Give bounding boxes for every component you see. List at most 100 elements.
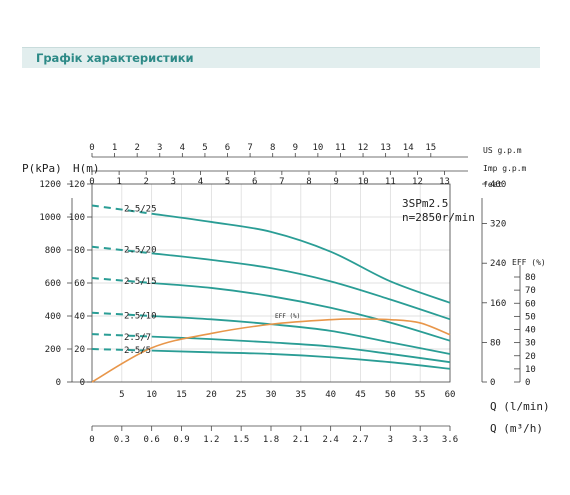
q-m3h-tick-label: 0.9 [173,435,189,445]
h-axis-tick-label: 100 [69,213,85,223]
q-m3h-tick-label: 2.4 [323,435,339,445]
curve-dashed [91,333,152,338]
imp-gpm-tick-label: 1 [116,177,121,187]
q-m3h-tick-label: 3.3 [412,435,428,445]
us-gpm-tick-label: 14 [403,143,414,153]
us-gpm-tick-label: 12 [358,143,369,153]
model-label: 3SPm2.5 [402,197,448,210]
curve-label: 2.5/5 [124,346,151,356]
us-gpm-tick-label: 2 [134,143,139,153]
eff-axis-tick-label: 40 [525,326,536,336]
kpa-axis-label: P(kPa) [22,162,62,175]
feet-axis-tick-label: 240 [490,259,506,269]
curve-dashed [91,277,152,284]
q-lmin-tick-label: 10 [146,390,157,400]
eff-axis-tick-label: 50 [525,312,536,322]
us-gpm-tick-label: 0 [89,143,94,153]
imp-gpm-tick-label: 10 [358,177,369,187]
q-lmin-tick-label: 15 [176,390,187,400]
eff-axis-tick-label: 0 [525,378,530,388]
eff-axis-tick-label: 80 [525,273,536,283]
page-title: Графік характеристики [36,51,194,65]
imp-gpm-tick-label: 11 [385,177,396,187]
imp-gpm-tick-label: 9 [333,177,338,187]
efficiency-curve-label: EFF (%) [275,313,300,320]
labels: 0204060801001200200400600800100012000801… [22,143,550,445]
us-gpm-tick-label: 7 [247,143,252,153]
q-lmin-tick-label: 20 [206,390,217,400]
kpa-axis-tick-label: 200 [45,345,61,355]
eff-axis-tick-label: 70 [525,286,536,296]
us-gpm-tick-label: 4 [180,143,185,153]
eff-axis-tick-label: 30 [525,339,536,349]
curve-2-5-7 [151,335,451,364]
q-lmin-tick-label: 35 [295,390,306,400]
h-axis-tick-label: 60 [74,279,85,289]
q-lmin-tick-label: 25 [236,390,247,400]
kpa-axis-tick-label: 600 [45,279,61,289]
h-axis-tick-label: 0 [80,378,85,388]
us-gpm-tick-label: 1 [112,143,117,153]
curve-dashed [91,204,152,215]
imp-gpm-tick-label: 12 [412,177,423,187]
curve-2-5-5 [151,349,451,370]
eff-axis-tick-label: 10 [525,365,536,375]
h-axis-label: H(m) [73,162,100,175]
feet-axis-tick-label: 80 [490,338,501,348]
q-lmin-tick-label: 30 [266,390,277,400]
feet-axis-label: feet [483,180,502,189]
us-gpm-tick-label: 13 [380,143,391,153]
h-axis-tick-label: 20 [74,345,85,355]
q-m3h-tick-label: 1.8 [263,435,279,445]
title-bar: Графік характеристики [22,47,540,68]
us-gpm-tick-label: 9 [293,143,298,153]
imp-gpm-tick-label: 0 [89,177,94,187]
curve-label: 2.5/25 [124,204,157,214]
us-gpm-tick-label: 15 [425,143,436,153]
imp-gpm-tick-label: 13 [439,177,450,187]
us-gpm-tick-label: 5 [202,143,207,153]
kpa-axis-tick-label: 0 [56,378,61,388]
us-gpm-tick-label: 3 [157,143,162,153]
us-gpm-tick-label: 6 [225,143,230,153]
eff-axis-tick-label: 60 [525,299,536,309]
imp-gpm-tick-label: 6 [252,177,257,187]
curve-label: 2.5/20 [124,246,157,256]
eff-axis-label: EFF (%) [512,258,546,267]
us-gpm-tick-label: 10 [312,143,323,153]
q-lmin-tick-label: 55 [415,390,426,400]
kpa-axis-tick-label: 400 [45,312,61,322]
curve-2-5-20 [151,252,451,321]
us-gpm-tick-label: 8 [270,143,275,153]
q-m3h-axis-label: Q (m³/h) [490,422,543,435]
imp-gpm-tick-label: 2 [144,177,149,187]
q-lmin-axis-label: Q (l/min) [490,400,550,413]
q-lmin-tick-label: 50 [385,390,396,400]
curve-label: 2.5/15 [124,277,157,287]
feet-axis-tick-label: 160 [490,299,506,309]
q-m3h-tick-label: 3.6 [442,435,458,445]
kpa-axis-tick-label: 1200 [39,180,61,190]
q-lmin-tick-label: 5 [119,390,124,400]
imp-gpm-tick-label: 3 [171,177,176,187]
q-lmin-tick-label: 40 [325,390,336,400]
h-axis-tick-label: 80 [74,246,85,256]
q-m3h-tick-label: 1.5 [233,435,249,445]
q-m3h-tick-label: 0.3 [114,435,130,445]
eff-axis-tick-label: 20 [525,352,536,362]
imp-gpm-tick-label: 8 [306,177,311,187]
axes [67,153,520,431]
imp-gpm-axis-label: Imp g.p.m [483,164,527,173]
feet-axis-tick-label: 400 [490,180,506,190]
curve-dashed [91,245,152,255]
q-m3h-tick-label: 2.1 [293,435,309,445]
kpa-axis-tick-label: 1000 [39,213,61,223]
feet-axis-tick-label: 320 [490,220,506,230]
kpa-axis-tick-label: 800 [45,246,61,256]
curves [91,204,451,383]
imp-gpm-tick-label: 5 [225,177,230,187]
us-gpm-axis-label: US g.p.m [483,146,522,155]
q-m3h-tick-label: 2.7 [352,435,368,445]
us-gpm-tick-label: 11 [335,143,346,153]
